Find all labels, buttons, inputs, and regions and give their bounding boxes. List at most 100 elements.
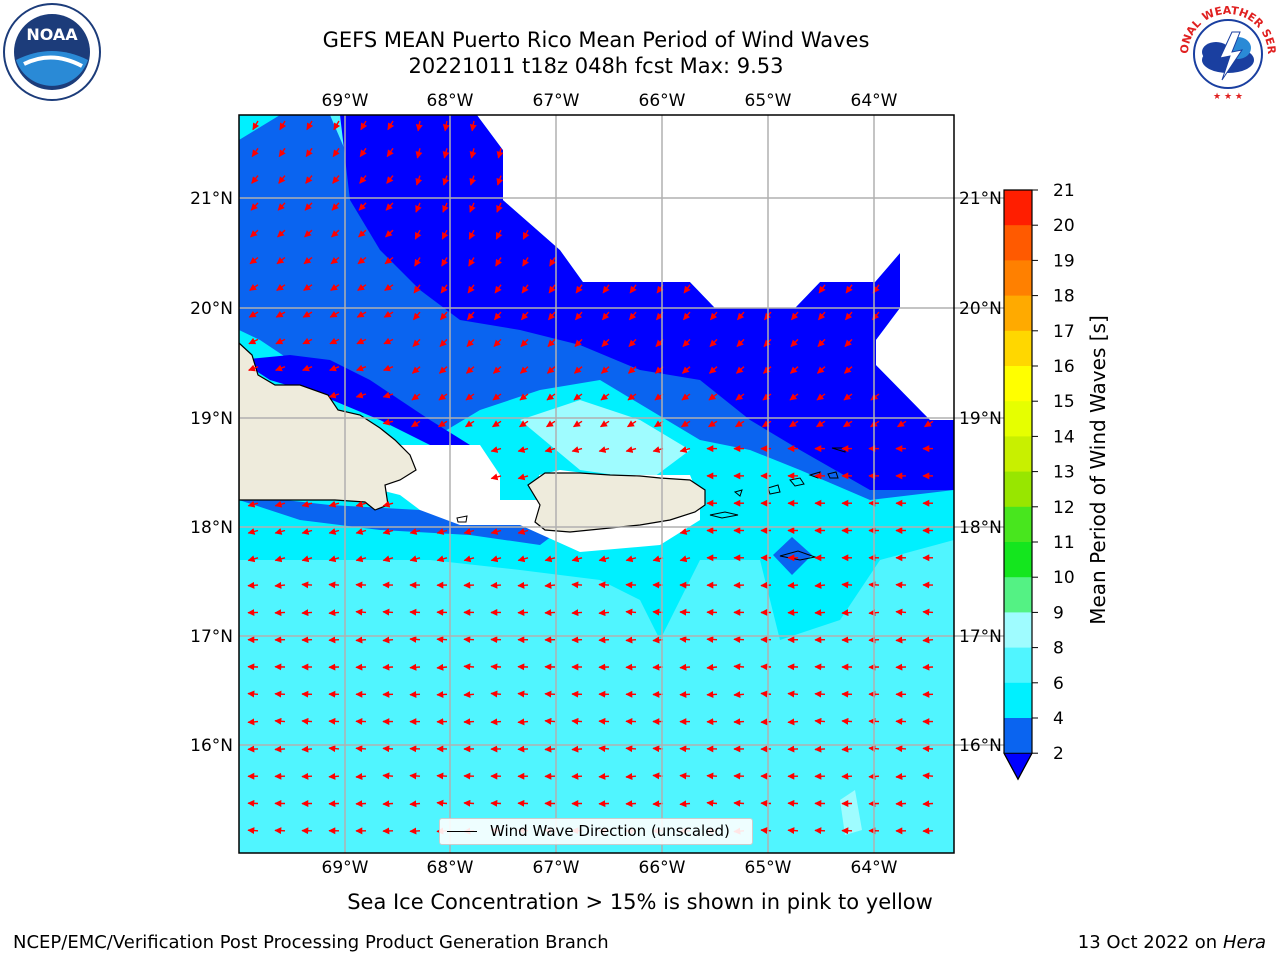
wind-wave-arrow xyxy=(679,446,691,453)
wind-wave-arrow xyxy=(301,555,313,563)
wind-wave-arrow xyxy=(357,283,367,291)
wind-wave-arrow xyxy=(601,338,610,347)
wind-wave-arrow xyxy=(544,690,556,698)
wind-wave-arrow xyxy=(496,202,503,213)
wind-wave-arrow xyxy=(436,636,448,644)
wind-wave-arrow xyxy=(598,609,610,617)
wind-wave-arrow xyxy=(463,799,475,807)
wind-wave-arrow xyxy=(519,420,529,428)
wind-wave-arrow xyxy=(520,338,529,347)
wind-wave-arrow xyxy=(469,120,477,132)
wind-wave-arrow xyxy=(736,338,745,347)
wind-wave-arrow xyxy=(383,364,394,372)
wind-wave-arrow xyxy=(895,745,907,753)
wind-wave-arrow xyxy=(251,175,259,184)
colorbar-segment xyxy=(1004,506,1032,543)
map-legend: Wind Wave Direction (unscaled) xyxy=(439,818,753,845)
wind-wave-arrow xyxy=(275,337,286,345)
colorbar-segment xyxy=(1004,190,1032,226)
wind-wave-arrow xyxy=(411,366,421,374)
wind-wave-arrow xyxy=(760,827,772,834)
wind-wave-arrow xyxy=(598,745,610,753)
wind-wave-arrow xyxy=(302,310,313,318)
wind-wave-arrow xyxy=(681,393,691,401)
wind-wave-arrow xyxy=(385,229,394,238)
colorbar-segment xyxy=(1004,542,1032,578)
wind-wave-arrow xyxy=(355,773,367,780)
wind-wave-arrow xyxy=(571,609,583,617)
wind-wave-arrow xyxy=(248,310,259,318)
wind-wave-arrow xyxy=(355,500,367,508)
wave-period-blue-zone-west xyxy=(239,495,560,545)
wind-wave-arrow xyxy=(252,120,260,131)
wind-wave-arrow xyxy=(790,311,799,321)
wind-wave-arrow xyxy=(382,418,394,426)
wind-wave-arrow xyxy=(302,364,313,372)
wind-wave-arrow xyxy=(922,772,934,780)
colorbar-tick-label: 2 xyxy=(1053,744,1064,764)
wind-wave-arrow xyxy=(382,745,394,753)
wind-wave-arrow xyxy=(463,663,475,671)
wind-wave-arrow xyxy=(841,581,853,589)
wind-wave-arrow xyxy=(922,636,934,644)
colorbar-label: Mean Period of Wind Waves [s] xyxy=(1086,315,1110,625)
wind-wave-arrow xyxy=(492,366,502,374)
wind-wave-arrow xyxy=(706,636,718,644)
noaa-logo: NOAA xyxy=(3,3,101,101)
wind-wave-arrow xyxy=(358,229,367,238)
wind-wave-arrow xyxy=(598,772,610,780)
wind-wave-arrow xyxy=(573,366,583,374)
wind-wave-arrow xyxy=(301,609,313,617)
wind-wave-arrow xyxy=(492,420,502,428)
wind-wave-arrow xyxy=(382,500,394,508)
lon-label-bottom: 65°W xyxy=(745,858,792,878)
wind-wave-arrow xyxy=(706,772,718,780)
wind-wave-arrow xyxy=(436,772,448,780)
footer-date: 13 Oct 2022 on Hera xyxy=(1078,932,1266,953)
wind-wave-arrow xyxy=(681,420,691,428)
wind-wave-arrow xyxy=(409,800,421,808)
wind-wave-arrow xyxy=(356,310,367,318)
wind-wave-arrow xyxy=(328,636,340,644)
wind-wave-arrow xyxy=(355,636,367,644)
wind-wave-arrow xyxy=(814,581,826,589)
wind-wave-arrow xyxy=(844,338,853,347)
wind-wave-arrow xyxy=(492,393,502,401)
wind-wave-arrow xyxy=(598,446,610,453)
wind-wave-arrow xyxy=(328,609,340,617)
wind-wave-arrow xyxy=(625,446,637,453)
wind-wave-arrow xyxy=(789,420,799,428)
right-latitude-labels: 21°N 20°N 19°N 18°N 17°N 16°N xyxy=(959,189,1002,756)
wind-wave-arrow xyxy=(814,717,826,725)
wind-wave-arrow xyxy=(547,338,556,347)
wind-wave-arrow xyxy=(385,202,394,211)
wind-wave-arrow xyxy=(628,311,637,321)
wind-wave-arrow xyxy=(274,581,286,589)
wind-wave-arrow xyxy=(760,663,772,671)
wind-wave-arrow xyxy=(706,663,718,671)
map-title-line-1: GEFS MEAN Puerto Rico Mean Period of Win… xyxy=(322,28,870,52)
wind-wave-arrow xyxy=(843,420,853,428)
wind-wave-arrow xyxy=(251,147,259,158)
noaa-logo-text: NOAA xyxy=(26,25,78,44)
colorbar-tick-label: 4 xyxy=(1053,709,1064,729)
wind-wave-arrow xyxy=(816,393,826,401)
wind-wave-arrow xyxy=(382,636,394,644)
wind-wave-arrow xyxy=(517,718,529,726)
wind-wave-arrow xyxy=(517,690,529,698)
wind-wave-arrow xyxy=(468,257,476,267)
wind-wave-arrow xyxy=(383,310,394,318)
wind-wave-arrow xyxy=(438,393,448,401)
wind-wave-arrow xyxy=(414,229,422,240)
wind-wave-arrow xyxy=(735,420,745,428)
wind-wave-arrow xyxy=(383,337,394,345)
wind-wave-arrow xyxy=(411,420,421,428)
lat-label-left: 17°N xyxy=(190,627,233,647)
wind-wave-arrow xyxy=(818,284,826,294)
wind-wave-arrow xyxy=(817,338,826,347)
wind-wave-arrow xyxy=(598,636,610,644)
colorbar-tick-label: 15 xyxy=(1053,392,1075,412)
colorbar-segment xyxy=(1004,401,1032,437)
lat-label-left: 20°N xyxy=(190,299,233,319)
legend-line-sample xyxy=(447,831,477,832)
